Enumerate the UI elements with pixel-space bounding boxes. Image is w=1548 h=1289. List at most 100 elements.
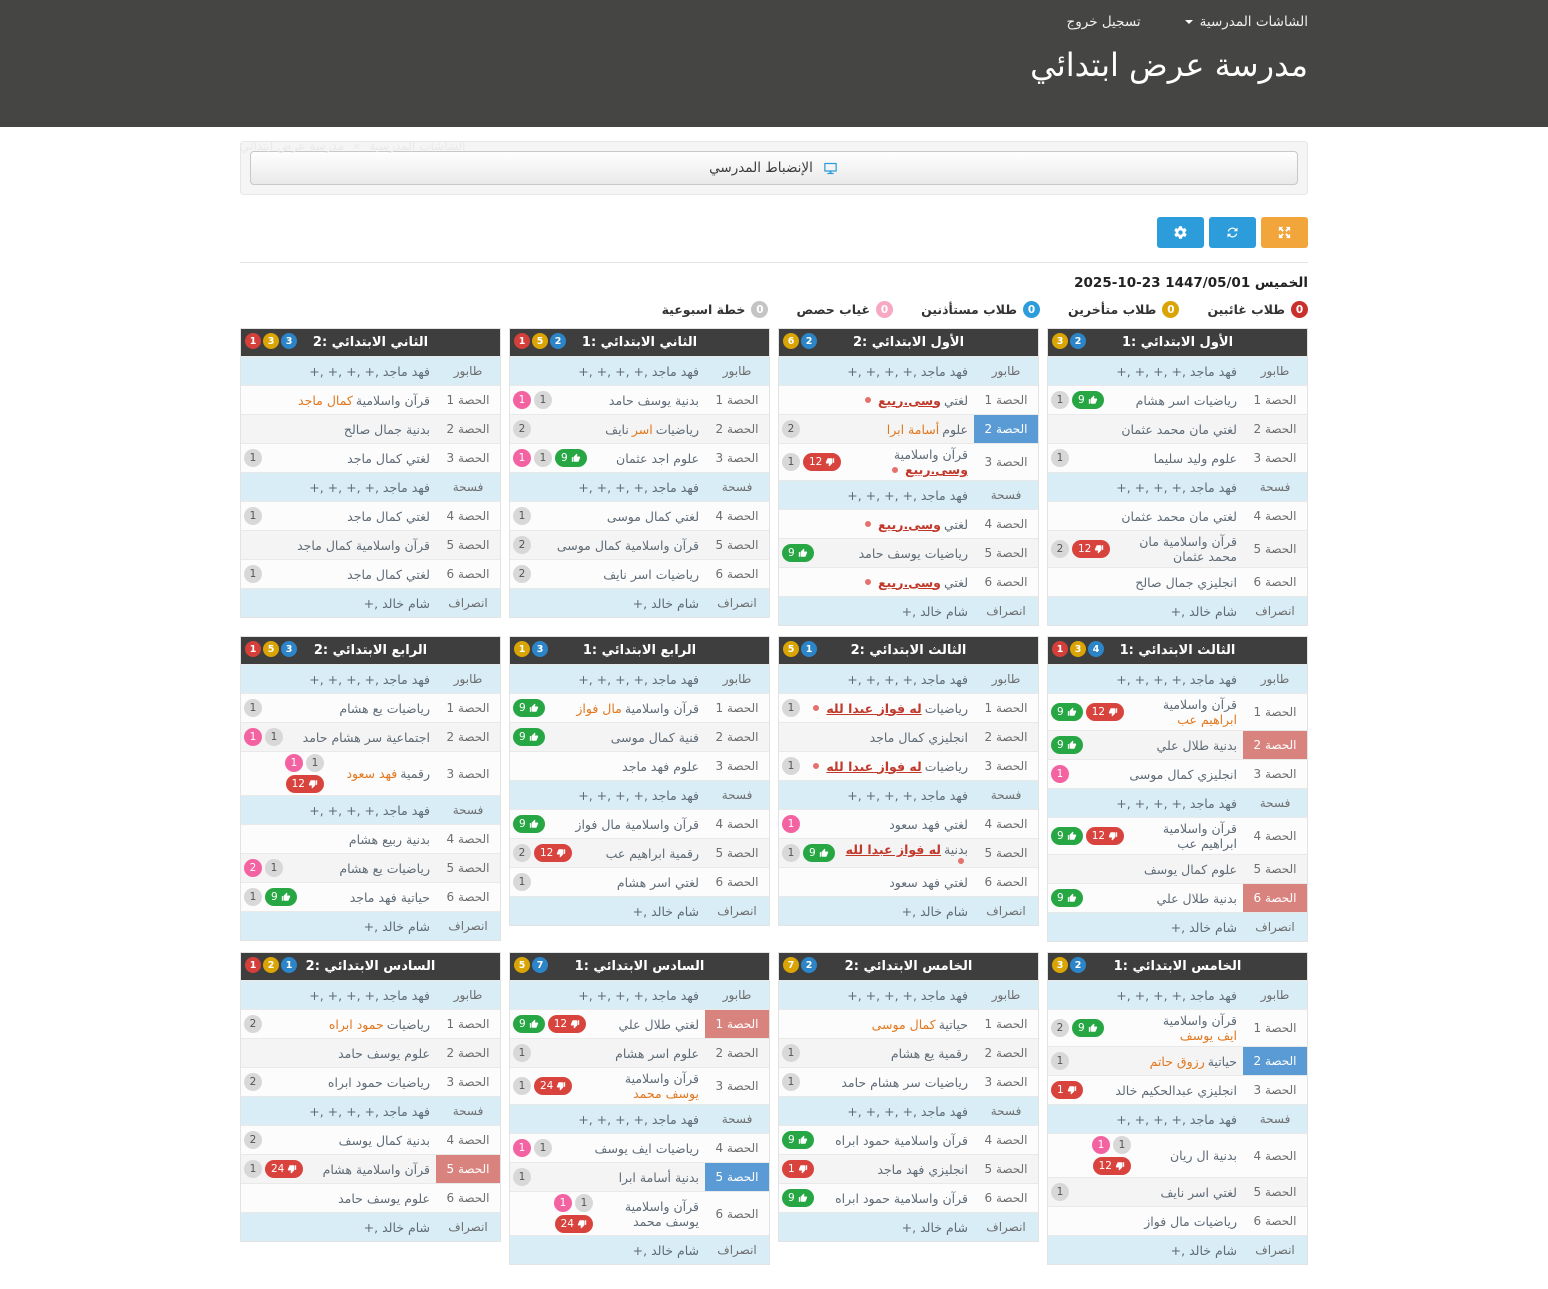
schedule-row[interactable]: الحصة 6 قرآن واسلامية يوسف محمد 1 1 24 [510, 1191, 769, 1235]
schedule-row[interactable]: الحصة 5 رقمية ابراهيم عب 2 12 [510, 838, 769, 867]
schedule-row[interactable]: الحصة 3 انجليزي عبدالحكيم خالد 1 [1048, 1075, 1307, 1104]
schedule-row[interactable]: فسحة فهد ماجد ,+ ,+ ,+ ,+ [510, 472, 769, 501]
teacher-name[interactable]: مال فواز [576, 700, 622, 716]
fullscreen-button[interactable] [1261, 217, 1308, 248]
schedule-row[interactable]: الحصة 1 رياضيات له فواز عبدا لله 1 [779, 693, 1038, 722]
schedule-row[interactable]: فسحة فهد ماجد ,+ ,+ ,+ ,+ [1048, 472, 1307, 501]
schedule-row[interactable]: الحصة 6 رياضيات اسر نايف 2 [510, 559, 769, 588]
schedule-row[interactable]: الحصة 2 علوم أسامة ابرا 2 [779, 414, 1038, 443]
schedule-row[interactable]: انصراف شام خالد ,+ [1048, 912, 1307, 941]
schedule-row[interactable]: الحصة 2 رياضيات اسر نايف 2 [510, 414, 769, 443]
schedule-row[interactable]: طابور فهد ماجد ,+ ,+ ,+ ,+ [779, 664, 1038, 693]
schedule-row[interactable]: انصراف شام خالد ,+ [510, 896, 769, 925]
schedule-row[interactable]: الحصة 4 بدنية كمال يوسف 2 [241, 1125, 500, 1154]
nav-logout[interactable]: تسجيل خروج [1066, 14, 1141, 30]
settings-button[interactable] [1157, 217, 1204, 248]
schedule-row[interactable]: الحصة 5 رياضيات يوسف حامد 9 [779, 538, 1038, 567]
teacher-name[interactable]: له فواز عبدا لله [826, 700, 922, 716]
schedule-row[interactable]: الحصة 6 لغتي فهد سعود [779, 867, 1038, 896]
teacher-name[interactable]: وسى.ربيع [877, 574, 941, 590]
schedule-row[interactable]: الحصة 1 رياضيات حمود ابراه 2 [241, 1009, 500, 1038]
teacher-name[interactable]: ابراهيم عب [1177, 712, 1237, 727]
schedule-row[interactable]: انصراف شام خالد ,+ [510, 588, 769, 617]
schedule-row[interactable]: فسحة فهد ماجد ,+ ,+ ,+ ,+ [779, 1096, 1038, 1125]
schedule-row[interactable]: الحصة 3 قرآن واسلامية وسى.ربيع 1 12 [779, 443, 1038, 480]
schedule-row[interactable]: الحصة 5 انجليزي فهد ماجد 1 [779, 1154, 1038, 1183]
schedule-row[interactable]: طابور فهد ماجد ,+ ,+ ,+ ,+ [241, 980, 500, 1009]
schedule-row[interactable]: الحصة 4 لغتي وسى.ربيع [779, 509, 1038, 538]
schedule-row[interactable]: الحصة 2 رقمية يع هشام 1 [779, 1038, 1038, 1067]
schedule-row[interactable]: الحصة 6 انجليزي جمال صالح [1048, 567, 1307, 596]
schedule-row[interactable]: الحصة 3 قرآن واسلامية يوسف محمد 1 24 [510, 1067, 769, 1104]
schedule-row[interactable]: الحصة 6 حياتية فهد ماجد 1 9 [241, 882, 500, 911]
schedule-row[interactable]: طابور فهد ماجد ,+ ,+ ,+ ,+ [510, 664, 769, 693]
schedule-row[interactable]: الحصة 6 لغتي كمال ماجد 1 [241, 559, 500, 588]
schedule-row[interactable]: الحصة 1 قرآن واسلامية مال فواز 9 [510, 693, 769, 722]
schedule-row[interactable]: الحصة 2 علوم اسر هشام 1 [510, 1038, 769, 1067]
schedule-row[interactable]: الحصة 4 لغتي كمال موسى 1 [510, 501, 769, 530]
schedule-row[interactable]: انصراف شام خالد ,+ [779, 1212, 1038, 1241]
schedule-row[interactable]: الحصة 2 بدنية طلال علي 9 [1048, 730, 1307, 759]
school-discipline-button[interactable]: الإنضباط المدرسي [250, 151, 1298, 185]
schedule-row[interactable]: الحصة 3 علوم وليد سليما 1 [1048, 443, 1307, 472]
teacher-name[interactable]: أسامة ابرا [886, 421, 940, 437]
schedule-row[interactable]: طابور فهد ماجد ,+ ,+ ,+ ,+ [1048, 664, 1307, 693]
teacher-name[interactable]: رزوق حاتم [1149, 1053, 1205, 1069]
schedule-row[interactable]: الحصة 2 لغتي مان محمد عثمان [1048, 414, 1307, 443]
schedule-row[interactable]: الحصة 3 رياضيات حمود ابراه 2 [241, 1067, 500, 1096]
teacher-name[interactable]: اسر [631, 421, 653, 437]
schedule-row[interactable]: انصراف شام خالد ,+ [241, 911, 500, 940]
schedule-row[interactable]: الحصة 2 فنية كمال موسى 9 [510, 722, 769, 751]
schedule-row[interactable]: الحصة 4 رياضيات ايف يوسف 1 1 [510, 1133, 769, 1162]
schedule-row[interactable]: الحصة 2 انجليزي كمال ماجد [779, 722, 1038, 751]
schedule-row[interactable]: فسحة فهد ماجد ,+ ,+ ,+ ,+ [779, 780, 1038, 809]
schedule-row[interactable]: الحصة 1 قرآن واسلامية ايف يوسف 2 9 [1048, 1009, 1307, 1046]
schedule-row[interactable]: الحصة 5 بدنية له فواز عبدا لله 1 9 [779, 838, 1038, 867]
schedule-row[interactable]: الحصة 3 رياضيات له فواز عبدا لله 1 [779, 751, 1038, 780]
schedule-row[interactable]: فسحة فهد ماجد ,+ ,+ ,+ ,+ [1048, 788, 1307, 817]
schedule-row[interactable]: طابور فهد ماجد ,+ ,+ ,+ ,+ [241, 664, 500, 693]
schedule-row[interactable]: الحصة 1 قرآن واسلامية ابراهيم عب 9 12 [1048, 693, 1307, 730]
teacher-name[interactable]: يوسف محمد [633, 1086, 699, 1101]
schedule-row[interactable]: الحصة 5 قرآن واسلامية كمال موسى 2 [510, 530, 769, 559]
schedule-row[interactable]: الحصة 5 قرآن واسلامية هشام 1 24 [241, 1154, 500, 1183]
schedule-row[interactable]: الحصة 6 لغتي وسى.ربيع [779, 567, 1038, 596]
schedule-row[interactable]: الحصة 6 لغتي اسر هشام 1 [510, 867, 769, 896]
schedule-row[interactable]: الحصة 3 رقمية فهد سعود 1 1 12 [241, 751, 500, 795]
schedule-row[interactable]: الحصة 2 حياتية رزوق حاتم 1 [1048, 1046, 1307, 1075]
schedule-row[interactable]: الحصة 1 لغتي وسى.ربيع [779, 385, 1038, 414]
schedule-row[interactable]: الحصة 5 علوم كمال يوسف [1048, 854, 1307, 883]
schedule-row[interactable]: الحصة 1 حياتية كمال موسى [779, 1009, 1038, 1038]
schedule-row[interactable]: طابور فهد ماجد ,+ ,+ ,+ ,+ [510, 980, 769, 1009]
teacher-name[interactable]: وسى.ربيع [905, 462, 968, 477]
schedule-row[interactable]: طابور فهد ماجد ,+ ,+ ,+ ,+ [779, 356, 1038, 385]
teacher-name[interactable]: له فواز عبدا لله [845, 842, 941, 858]
schedule-row[interactable]: الحصة 5 رياضيات يع هشام 2 1 [241, 853, 500, 882]
schedule-row[interactable]: الحصة 5 لغتي اسر نايف 1 [1048, 1177, 1307, 1206]
schedule-row[interactable]: الحصة 3 انجليزي كمال موسى 1 [1048, 759, 1307, 788]
schedule-row[interactable]: طابور فهد ماجد ,+ ,+ ,+ ,+ [1048, 980, 1307, 1009]
schedule-row[interactable]: فسحة فهد ماجد ,+ ,+ ,+ ,+ [241, 795, 500, 824]
teacher-name[interactable]: ايف يوسف [1179, 1028, 1237, 1043]
schedule-row[interactable]: الحصة 4 قرآن واسلامية ابراهيم عب 9 12 [1048, 817, 1307, 854]
schedule-row[interactable]: طابور فهد ماجد ,+ ,+ ,+ ,+ [510, 356, 769, 385]
teacher-name[interactable]: فهد سعود [346, 766, 398, 781]
teacher-name[interactable]: كمال موسى [871, 1016, 936, 1032]
schedule-row[interactable]: فسحة فهد ماجد ,+ ,+ ,+ ,+ [510, 780, 769, 809]
schedule-row[interactable]: الحصة 4 قرآن واسلامية حمود ابراه 9 [779, 1125, 1038, 1154]
schedule-row[interactable]: الحصة 6 بدنية طلال علي 9 [1048, 883, 1307, 912]
schedule-row[interactable]: طابور فهد ماجد ,+ ,+ ,+ ,+ [241, 356, 500, 385]
schedule-row[interactable]: طابور فهد ماجد ,+ ,+ ,+ ,+ [779, 980, 1038, 1009]
schedule-row[interactable]: الحصة 1 قرآن واسلامية كمال ماجد [241, 385, 500, 414]
schedule-row[interactable]: الحصة 1 لغتي طلال علي 9 12 [510, 1009, 769, 1038]
schedule-row[interactable]: انصراف شام خالد ,+ [241, 588, 500, 617]
schedule-row[interactable]: الحصة 1 رياضيات اسر هشام 1 9 [1048, 385, 1307, 414]
teacher-name[interactable]: وسى.ربيع [877, 392, 941, 408]
schedule-row[interactable]: الحصة 2 علوم يوسف حامد [241, 1038, 500, 1067]
schedule-row[interactable]: فسحة فهد ماجد ,+ ,+ ,+ ,+ [1048, 1104, 1307, 1133]
schedule-row[interactable]: فسحة فهد ماجد ,+ ,+ ,+ ,+ [241, 1096, 500, 1125]
schedule-row[interactable]: الحصة 2 بدنية جمال صالح [241, 414, 500, 443]
schedule-row[interactable]: الحصة 4 بدنية ربيع هشام [241, 824, 500, 853]
schedule-row[interactable]: الحصة 6 قرآن واسلامية حمود ابراه 9 [779, 1183, 1038, 1212]
breadcrumb-home[interactable]: الشاشات المدرسية [369, 139, 466, 153]
